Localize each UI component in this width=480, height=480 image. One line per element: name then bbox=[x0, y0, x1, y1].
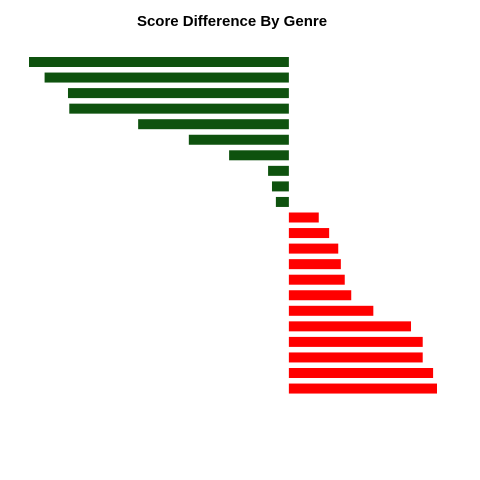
bar-5 bbox=[138, 119, 289, 130]
bar-7 bbox=[229, 150, 289, 161]
bar-12 bbox=[288, 228, 330, 239]
chart-title: Score Difference By Genre bbox=[136, 13, 328, 30]
bar-22 bbox=[288, 383, 437, 394]
bar-3 bbox=[67, 88, 289, 99]
bar-16 bbox=[288, 290, 352, 301]
bar-15 bbox=[288, 274, 345, 285]
bar-8 bbox=[268, 165, 289, 176]
bar-21 bbox=[288, 368, 434, 378]
bar-9 bbox=[271, 181, 289, 192]
bar-19 bbox=[288, 336, 423, 347]
bar-1 bbox=[29, 57, 289, 67]
bar-2 bbox=[44, 72, 289, 83]
bar-group bbox=[29, 57, 437, 394]
bar-4 bbox=[69, 103, 289, 114]
bar-6 bbox=[188, 134, 289, 145]
bar-20 bbox=[288, 352, 423, 363]
bar-13 bbox=[288, 243, 339, 254]
bar-10 bbox=[275, 196, 289, 207]
bar-11 bbox=[288, 212, 319, 223]
bar-18 bbox=[288, 321, 412, 332]
bar-14 bbox=[288, 259, 341, 270]
bar-17 bbox=[288, 305, 374, 316]
